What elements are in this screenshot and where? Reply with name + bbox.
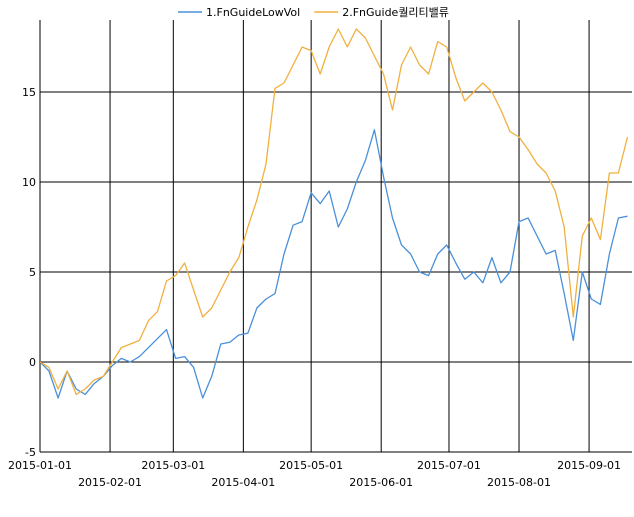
series-line-2 (40, 28, 629, 396)
x-tick-label: 2015-02-01 (78, 476, 142, 489)
legend-label-2: 2.FnGuide퀄리티밸류 (342, 6, 449, 19)
y-tick-label: 0 (29, 356, 36, 369)
series-layer (40, 28, 629, 399)
axes: -5 0 5 10 15 2015-01-01 2015-02-01 2015-03-01 20… (8, 20, 621, 489)
x-tick-label: 2015-07-01 (417, 459, 481, 472)
x-tick-label: 2015-03-01 (141, 459, 205, 472)
x-tick-label: 2015-01-01 (8, 459, 72, 472)
legend: 1.FnGuideLowVol 2.FnGuide퀄리티밸류 (178, 6, 449, 19)
x-tick-label: 2015-08-01 (487, 476, 551, 489)
x-tick-label: 2015-04-01 (211, 476, 275, 489)
x-tick-label: 2015-05-01 (279, 459, 343, 472)
y-tick-label: 10 (22, 176, 36, 189)
y-tick-label: 5 (29, 266, 36, 279)
legend-label-1: 1.FnGuideLowVol (206, 6, 300, 19)
x-tick-label: 2015-09-01 (557, 459, 621, 472)
y-tick-label: -5 (25, 446, 36, 459)
y-tick-label: 15 (22, 86, 36, 99)
grid (39, 20, 632, 453)
x-tick-label: 2015-06-01 (349, 476, 413, 489)
series-line-1 (40, 129, 628, 399)
